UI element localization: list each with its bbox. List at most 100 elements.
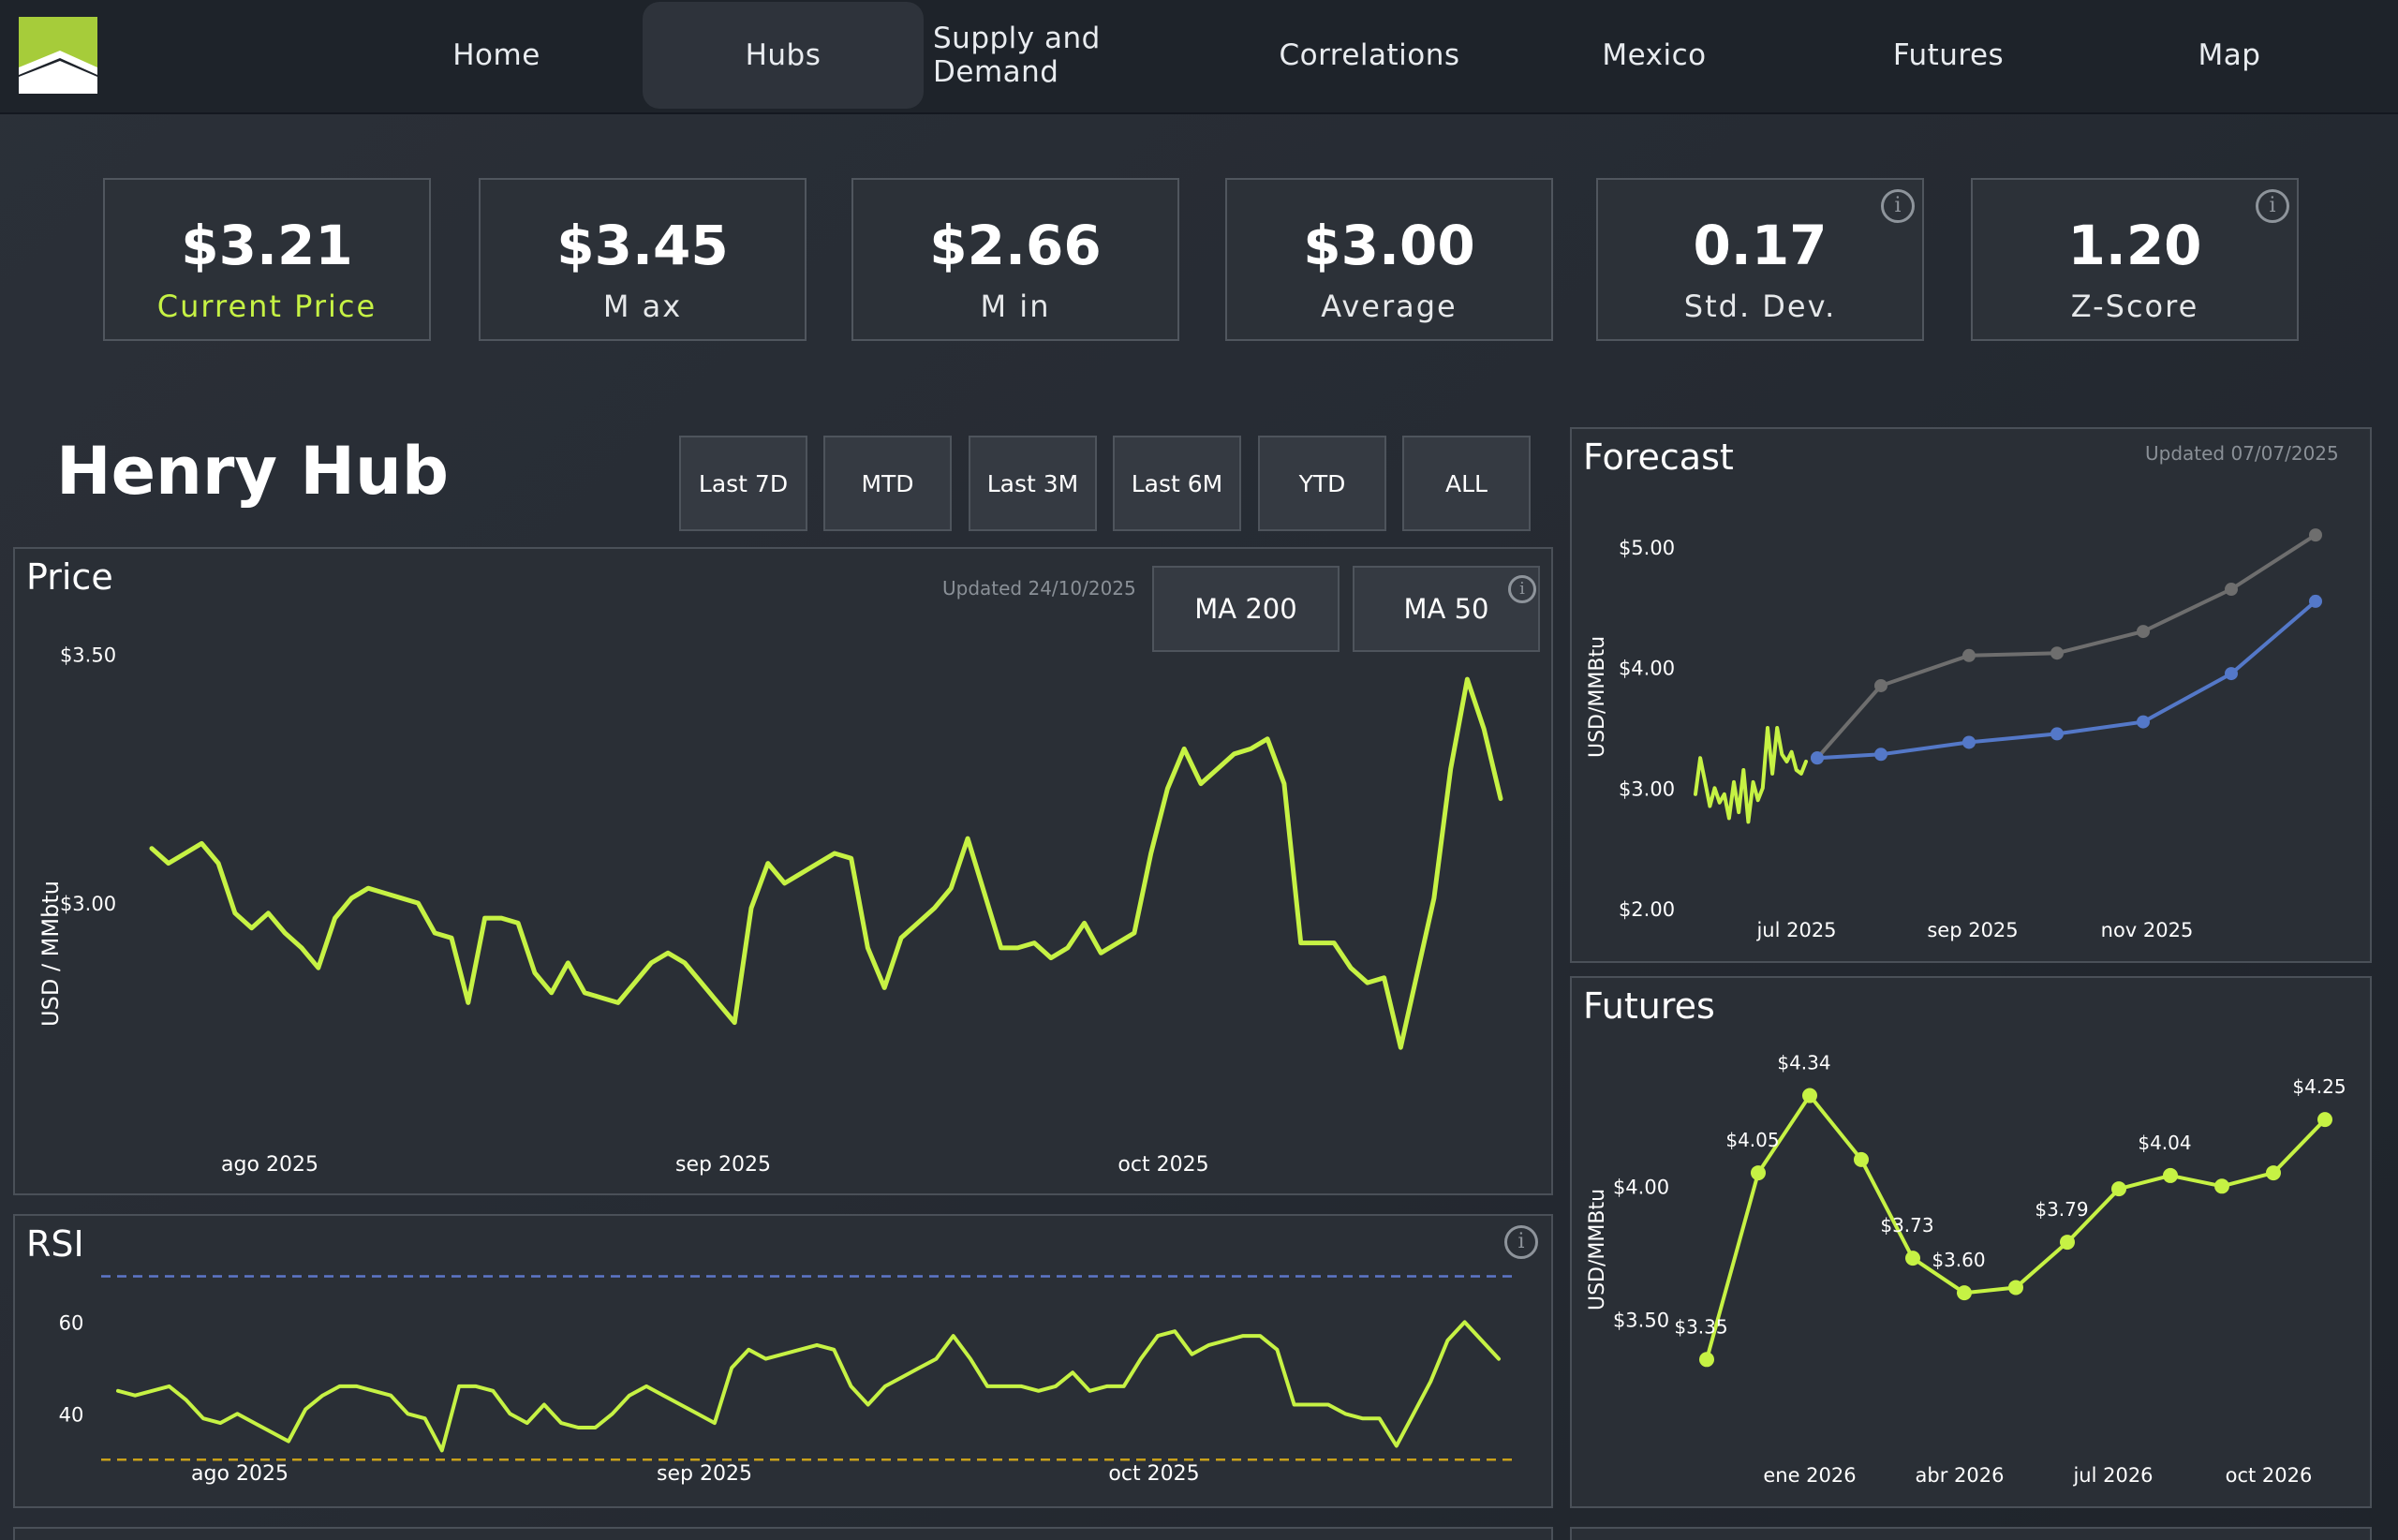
forecast-series-line (1815, 533, 2317, 761)
futures-point (2266, 1165, 2281, 1181)
kpi-value: $3.00 (1303, 214, 1475, 277)
futures-panel: Futures USD/MMBtu $4.00 $3.50 ene 2026 abr 2… (1570, 976, 2372, 1508)
futures-point (2008, 1280, 2023, 1296)
kpi-label: Std. Dev. (1683, 289, 1837, 324)
lower-panel-left (13, 1527, 1553, 1540)
price-chart: USD / MMbtu $3.50 $3.00 ago 2025 sep 2025 oct… (37, 644, 1503, 1177)
top-nav: Home Hubs Supply and Demand Correlations Mex… (0, 0, 2398, 114)
price-panel: Price Updated 24/10/2025 MA 200 MA 50 i … (13, 547, 1553, 1195)
price-x-tick: oct 2025 (1118, 1153, 1208, 1177)
ma200-button[interactable]: MA 200 (1152, 566, 1340, 652)
forecast-panel-title: Forecast (1583, 437, 1734, 478)
range-button-last-6m[interactable]: Last 6M (1113, 436, 1241, 531)
rsi-x-tick: ago 2025 (191, 1462, 289, 1486)
futures-point (1751, 1165, 1766, 1181)
futures-point (2163, 1167, 2178, 1183)
rsi-chart: 60 40 ago 2025 sep 2025 oct 2025 (59, 1275, 1517, 1486)
forecast-y-tick: $4.00 (1619, 658, 1675, 680)
futures-data-label: $4.04 (2138, 1132, 2191, 1154)
futures-line (1705, 1093, 2327, 1362)
nav-item-futures[interactable]: Futures (1892, 38, 2005, 72)
price-y-tick: $3.00 (60, 893, 116, 915)
range-button-all[interactable]: ALL (1402, 436, 1531, 531)
forecast-point (2050, 727, 2064, 741)
futures-point (2111, 1181, 2126, 1197)
kpi-card-current-price: $3.21 Current Price (103, 178, 431, 341)
forecast-point (1874, 748, 1887, 762)
kpi-label: Average (1321, 289, 1458, 324)
forecast-x-tick: sep 2025 (1927, 919, 2018, 941)
futures-x-tick: abr 2026 (1916, 1464, 2005, 1487)
kpi-label: Current Price (156, 289, 377, 324)
futures-point (1854, 1151, 1869, 1167)
futures-data-label: $3.60 (1932, 1249, 1985, 1271)
forecast-updated: Updated 07/07/2025 (2145, 442, 2339, 465)
futures-point (2317, 1112, 2332, 1128)
futures-data-label: $3.79 (2035, 1198, 2088, 1221)
kpi-card-z-score: 1.20 Z-Score i (1971, 178, 2299, 341)
info-icon[interactable]: i (2256, 189, 2289, 223)
logo-icon[interactable] (19, 17, 97, 94)
price-y-axis-label: USD / MMbtu (37, 881, 64, 1027)
range-button-last-7d[interactable]: Last 7D (679, 436, 807, 531)
futures-y-tick: $4.00 (1613, 1176, 1669, 1198)
price-panel-title: Price (26, 556, 113, 598)
kpi-label: M in (980, 289, 1051, 324)
forecast-y-tick: $2.00 (1619, 898, 1675, 921)
forecast-chart: USD/MMBtu $5.00 $4.00 $3.00 $2.00 jul 2025 sep… (1586, 528, 2322, 941)
kpi-card-std-dev-: 0.17 Std. Dev. i (1596, 178, 1924, 341)
price-y-tick: $3.50 (60, 644, 116, 667)
price-line (149, 676, 1503, 1050)
rsi-info-icon[interactable]: i (1504, 1225, 1538, 1259)
futures-x-tick: oct 2026 (2226, 1464, 2313, 1487)
futures-x-tick: ene 2026 (1763, 1464, 1856, 1487)
forecast-point (2225, 667, 2238, 681)
futures-y-axis-label: USD/MMBtu (1586, 1189, 1609, 1310)
futures-point (2214, 1178, 2229, 1194)
nav-item-mexico[interactable]: Mexico (1602, 38, 1707, 72)
range-button-ytd[interactable]: YTD (1258, 436, 1386, 531)
kpi-card-m-ax: $3.45 M ax (479, 178, 807, 341)
range-button-last-3m[interactable]: Last 3M (969, 436, 1097, 531)
forecast-point (1874, 678, 1887, 692)
info-icon[interactable]: i (1881, 189, 1915, 223)
forecast-point (2137, 625, 2150, 639)
futures-point (1802, 1088, 1817, 1103)
nav-item-home[interactable]: Home (452, 38, 540, 72)
price-x-tick: ago 2025 (221, 1153, 318, 1177)
lower-panel-right (1570, 1527, 2372, 1540)
range-button-mtd[interactable]: MTD (823, 436, 952, 531)
hub-title: Henry Hub (56, 433, 449, 510)
futures-point (1957, 1285, 1972, 1301)
nav-item-hubs[interactable]: Hubs (643, 2, 924, 109)
rsi-y-tick: 40 (59, 1403, 84, 1426)
kpi-value: $3.45 (556, 214, 729, 277)
forecast-point (2309, 528, 2322, 542)
kpi-value: 0.17 (1693, 214, 1828, 277)
forecast-x-tick: jul 2025 (1755, 919, 1836, 941)
forecast-series-line (1815, 599, 2317, 761)
forecast-history-line (1694, 726, 1808, 824)
nav-item-supply-and-demand[interactable]: Supply and Demand (933, 22, 1101, 89)
kpi-label: Z-Score (2070, 289, 2199, 324)
forecast-point (1962, 735, 1976, 749)
forecast-y-axis-label: USD/MMBtu (1586, 636, 1609, 758)
forecast-point (1811, 751, 1824, 765)
kpi-value: 1.20 (2067, 214, 2202, 277)
nav-item-correlations[interactable]: Correlations (1279, 38, 1460, 72)
rsi-panel: RSI i 60 40 ago 2025 sep 2025 oct 2025 (13, 1214, 1553, 1508)
ma50-button[interactable]: MA 50 (1353, 566, 1540, 652)
nav-item-map[interactable]: Map (2198, 38, 2261, 72)
forecast-point (1962, 648, 1976, 662)
forecast-point (2225, 583, 2238, 597)
rsi-x-tick: oct 2025 (1108, 1462, 1199, 1486)
kpi-label: M ax (602, 289, 683, 324)
kpi-value: $2.66 (929, 214, 1102, 277)
forecast-y-tick: $3.00 (1619, 777, 1675, 800)
forecast-point (2050, 646, 2064, 660)
futures-data-label: $3.73 (1880, 1214, 1933, 1236)
price-updated: Updated 24/10/2025 (942, 577, 1136, 600)
forecast-point (2137, 715, 2150, 729)
ma-info-icon[interactable]: i (1508, 575, 1536, 603)
rsi-y-tick: 60 (59, 1311, 84, 1334)
